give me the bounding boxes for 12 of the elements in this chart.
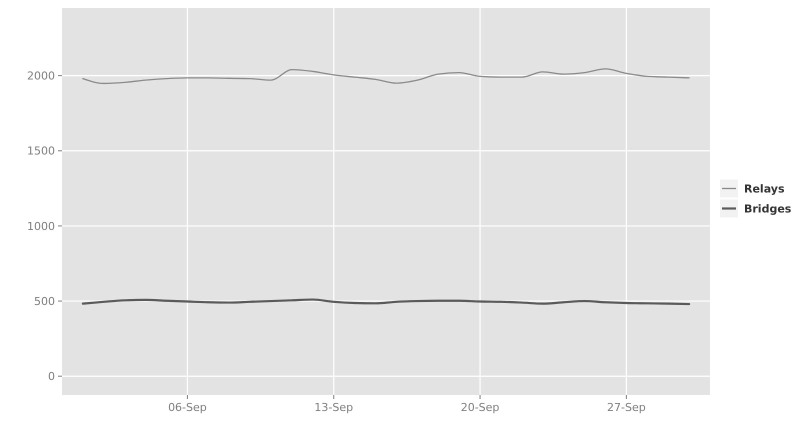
y-tick-label: 500 [34, 294, 55, 308]
y-tick-label: 0 [48, 370, 55, 384]
x-tick-label: 13-Sep [314, 401, 354, 414]
x-tick-label: 06-Sep [168, 401, 207, 414]
legend-label: Relays [744, 182, 785, 196]
line-series [82, 68, 690, 84]
x-tick-label: 20-Sep [460, 401, 500, 414]
y-tick-label: 1500 [27, 144, 55, 158]
x-tick-label: 27-Sep [607, 401, 646, 414]
y-tick-label: 2000 [27, 69, 55, 82]
y-tick-label: 1000 [27, 220, 55, 233]
legend-label: Bridges [744, 202, 792, 216]
